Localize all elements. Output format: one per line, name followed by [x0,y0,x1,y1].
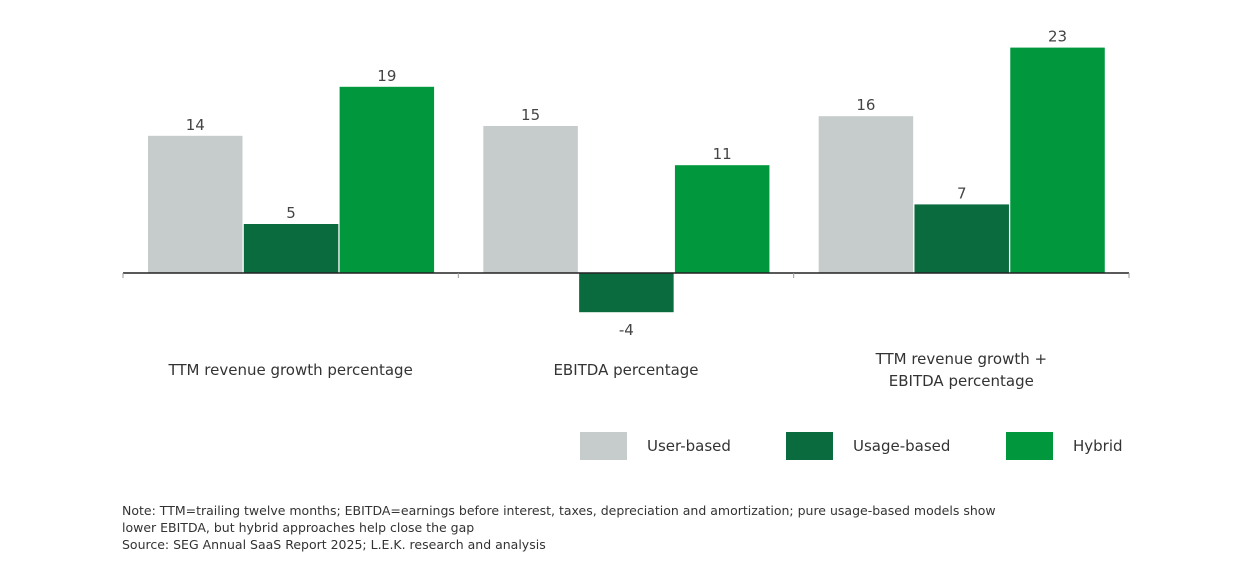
data-label: 5 [286,204,296,222]
legend-swatch [580,432,627,460]
category-label: TTM revenue growth + [875,350,1047,368]
data-label: 15 [521,106,540,124]
category-label: TTM revenue growth percentage [168,361,413,379]
note-line-1: Note: TTM=trailing twelve months; EBITDA… [122,503,996,518]
bar-user-based [818,116,914,273]
category-label: EBITDA percentage [889,372,1034,390]
data-label: 11 [713,145,732,163]
bar-hybrid [1010,47,1105,273]
data-label: 14 [186,116,205,134]
note-line-2: lower EBITDA, but hybrid approaches help… [122,520,475,535]
bar-usage-based [579,273,674,313]
data-label: 19 [377,67,396,85]
bar-usage-based [914,204,1009,273]
bar-user-based [148,135,243,273]
legend-label: Hybrid [1073,437,1123,455]
bar-hybrid [339,86,435,273]
data-label: 7 [957,184,967,202]
data-label: -4 [619,321,634,339]
data-label: 16 [856,96,875,114]
category-label: EBITDA percentage [553,361,698,379]
source-line: Source: SEG Annual SaaS Report 2025; L.E… [122,537,546,552]
bar-usage-based [243,224,339,273]
legend-swatch [786,432,833,460]
legend-label: Usage-based [853,437,950,455]
bar-chart: 14 5 19 TTM revenue growth percentage 15 -4 11… [122,28,1130,460]
bar-hybrid [674,165,770,273]
data-label: 23 [1048,28,1067,46]
chart-note: Note: TTM=trailing twelve months; EBITDA… [122,502,1122,553]
legend-swatch [1006,432,1053,460]
bar-user-based [483,126,578,273]
legend-label: User-based [647,437,731,455]
